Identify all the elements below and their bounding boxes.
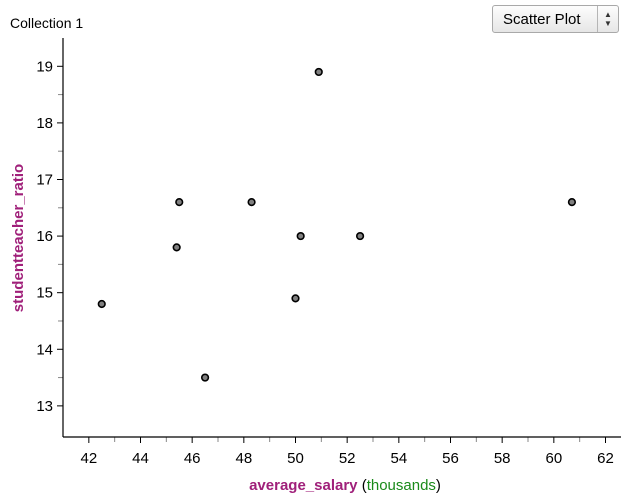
plot-type-select[interactable]: Scatter Plot ▲ ▼ [492, 5, 619, 33]
y-tick-label: 16 [36, 228, 53, 245]
y-axis-title[interactable]: studentteacher_ratio [10, 164, 27, 312]
y-tick-label: 19 [36, 58, 53, 75]
y-tick-label: 18 [36, 115, 53, 132]
up-down-stepper-icon: ▲ ▼ [597, 6, 618, 32]
plot-type-label: Scatter Plot [503, 10, 581, 28]
x-axis-ticks: 42 44 46 48 50 52 54 56 58 60 62 [80, 437, 614, 467]
data-point[interactable] [291, 294, 300, 303]
x-tick-label: 42 [80, 450, 97, 467]
x-tick-label: 62 [597, 450, 614, 467]
collection-title: Collection 1 [10, 15, 84, 31]
y-tick-label: 13 [36, 398, 53, 415]
x-tick-label: 48 [235, 450, 252, 467]
x-tick-label: 44 [132, 450, 149, 467]
x-tick-label: 50 [287, 450, 304, 467]
data-point[interactable] [97, 299, 106, 309]
data-point[interactable] [247, 198, 256, 207]
y-tick-label: 17 [36, 171, 53, 188]
y-axis-ticks: 13 14 15 16 17 18 19 [36, 58, 63, 415]
data-point[interactable] [296, 231, 305, 241]
y-tick-label: 15 [36, 285, 53, 302]
x-tick-label: 52 [339, 450, 356, 467]
data-point[interactable] [200, 373, 210, 382]
x-tick-label: 58 [494, 450, 511, 467]
x-tick-label: 46 [184, 450, 201, 467]
data-point[interactable] [314, 67, 323, 77]
x-tick-label: 60 [545, 450, 562, 467]
x-axis-unit: thousands [367, 477, 436, 494]
y-tick-label: 14 [36, 341, 53, 358]
data-points [97, 67, 577, 382]
data-point[interactable] [175, 198, 184, 207]
data-point[interactable] [172, 243, 181, 252]
x-axis-attribute-name[interactable]: average_salary [249, 477, 358, 494]
x-axis-title[interactable]: average_salary (thousands) [249, 477, 441, 494]
data-point[interactable] [355, 231, 365, 241]
x-tick-label: 54 [390, 450, 407, 467]
data-point[interactable] [567, 198, 577, 207]
x-tick-label: 56 [442, 450, 459, 467]
